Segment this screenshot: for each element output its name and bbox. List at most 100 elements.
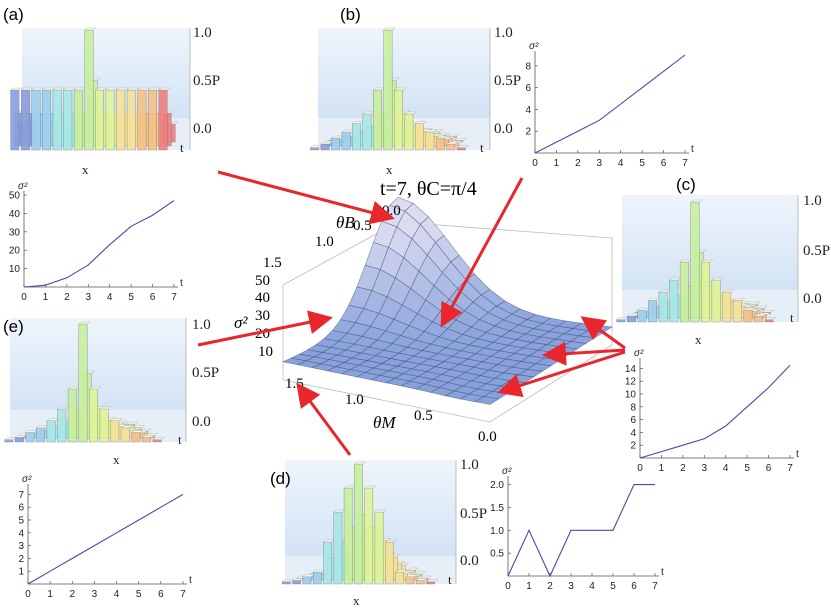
- histogram-bar: [415, 580, 425, 585]
- arrow-c1: [580, 316, 626, 350]
- histogram-bar: [148, 89, 157, 151]
- x-tick-label: 1: [526, 581, 532, 592]
- histogram-bar: [385, 541, 394, 585]
- surface-sigma-label: σ²: [234, 313, 248, 332]
- histogram-bar: [435, 137, 445, 151]
- histogram-bar: [679, 261, 689, 323]
- histogram-d: [281, 460, 457, 585]
- surface-sigma-tick-1: 40: [255, 290, 270, 306]
- histogram-bar: [89, 388, 98, 443]
- x-tick-label: 0: [637, 463, 643, 474]
- hist-e-x: x: [113, 452, 120, 467]
- y-tick-label: 12: [625, 377, 637, 388]
- hist-d-x: x: [353, 593, 360, 608]
- y-tick-label: 2: [525, 127, 531, 138]
- y-tick-label: 30: [9, 227, 21, 238]
- y-tick-label: 0.5: [490, 549, 504, 560]
- x-axis-label: t: [180, 278, 183, 289]
- histogram-bar: [414, 123, 424, 151]
- y-tick-label: 14: [625, 364, 637, 375]
- y-axis-label: σ²: [22, 474, 32, 485]
- x-tick-label: 3: [702, 463, 708, 474]
- hist-e-z3: 0.0: [192, 414, 211, 430]
- y-axis-label: σ²: [502, 466, 512, 477]
- hist-a-z3: 0.0: [193, 121, 212, 137]
- histogram-bar: [52, 89, 62, 151]
- x-tick-label: 4: [723, 463, 729, 474]
- arrow-a: [217, 170, 395, 225]
- histogram-c: [616, 195, 799, 323]
- histogram-bar: [732, 300, 742, 323]
- y-tick-label: 6: [18, 503, 24, 514]
- x-tick-label: 2: [575, 158, 581, 169]
- sigma-chart-a: 10 20 30 40 50 0 1 2 3 4 5 6 7 σ² t: [9, 181, 183, 303]
- hist-c-t: t: [790, 310, 794, 325]
- x-axis-label: t: [691, 144, 694, 155]
- hist-a-t: t: [180, 140, 184, 155]
- histogram-bar: [333, 511, 343, 585]
- histogram-bar: [142, 437, 151, 443]
- x-tick-label: 4: [589, 581, 595, 592]
- histogram-bar: [110, 420, 120, 443]
- histogram-bar: [63, 89, 73, 151]
- x-tick-label: 1: [554, 158, 560, 169]
- histogram-bar: [648, 300, 658, 323]
- histogram-bar: [323, 541, 332, 585]
- x-axis-label: t: [189, 575, 192, 586]
- histogram-bar: [764, 319, 774, 323]
- y-tick-label: 1.5: [490, 503, 504, 514]
- x-tick-label: 2: [680, 463, 686, 474]
- surface-thetaB-tick-2: 0.5: [353, 218, 372, 234]
- y-tick-label: 4: [525, 105, 531, 116]
- surface-sigma-tick-0: 50: [255, 273, 270, 289]
- histogram-bar: [31, 89, 41, 151]
- x-tick-label: 6: [661, 158, 667, 169]
- histogram-e: [4, 318, 187, 443]
- histogram-bar: [84, 29, 94, 151]
- histogram-bar: [57, 408, 67, 443]
- sigma-series-line: [639, 364, 791, 459]
- histogram-bar: [446, 143, 456, 151]
- histogram-bar: [302, 576, 312, 585]
- histogram-bar: [331, 137, 340, 151]
- histogram-bar: [711, 279, 721, 323]
- sigma-series-line: [507, 484, 655, 578]
- histogram-bar: [341, 131, 351, 151]
- y-tick-label: 20: [9, 246, 21, 257]
- x-tick-label: 5: [128, 292, 134, 303]
- y-tick-label: 7: [18, 490, 24, 501]
- histogram-bar: [364, 487, 374, 585]
- surface-thetaM-tick-1: 1.0: [345, 392, 364, 408]
- hist-a-x: x: [82, 162, 89, 177]
- histogram-bar: [310, 147, 320, 151]
- hist-b-z1: 1.0: [494, 25, 513, 41]
- histogram-bar: [320, 143, 330, 151]
- x-tick-label: 6: [766, 463, 772, 474]
- x-tick-label: 3: [597, 158, 603, 169]
- histogram-bar: [394, 89, 403, 151]
- x-tick-label: 3: [92, 589, 98, 600]
- hist-e-z2: 0.5P: [192, 365, 219, 381]
- panel-label-b: (b): [340, 5, 361, 24]
- x-tick-label: 0: [532, 158, 538, 169]
- hist-e-t: t: [178, 432, 182, 447]
- y-tick-label: 3: [18, 541, 24, 552]
- histogram-bar: [99, 408, 109, 443]
- x-tick-label: 3: [86, 292, 92, 303]
- surface-plot: [282, 196, 613, 423]
- histogram-bar: [743, 309, 753, 323]
- x-tick-label: 7: [682, 158, 688, 169]
- histogram-bar: [722, 291, 732, 323]
- histogram-bar: [658, 291, 668, 323]
- x-tick-label: 0: [505, 581, 511, 592]
- histogram-bar: [395, 571, 404, 585]
- y-tick-label: 10: [625, 390, 637, 401]
- histogram-bar: [78, 323, 88, 443]
- hist-d-z2: 0.5P: [460, 506, 487, 522]
- x-tick-label: 5: [744, 463, 750, 474]
- hist-d-z1: 1.0: [460, 457, 479, 473]
- histogram-bar: [373, 89, 382, 151]
- surface-thetaB-tick-1: 1.0: [315, 234, 334, 250]
- panel-label-a: (a): [3, 5, 24, 24]
